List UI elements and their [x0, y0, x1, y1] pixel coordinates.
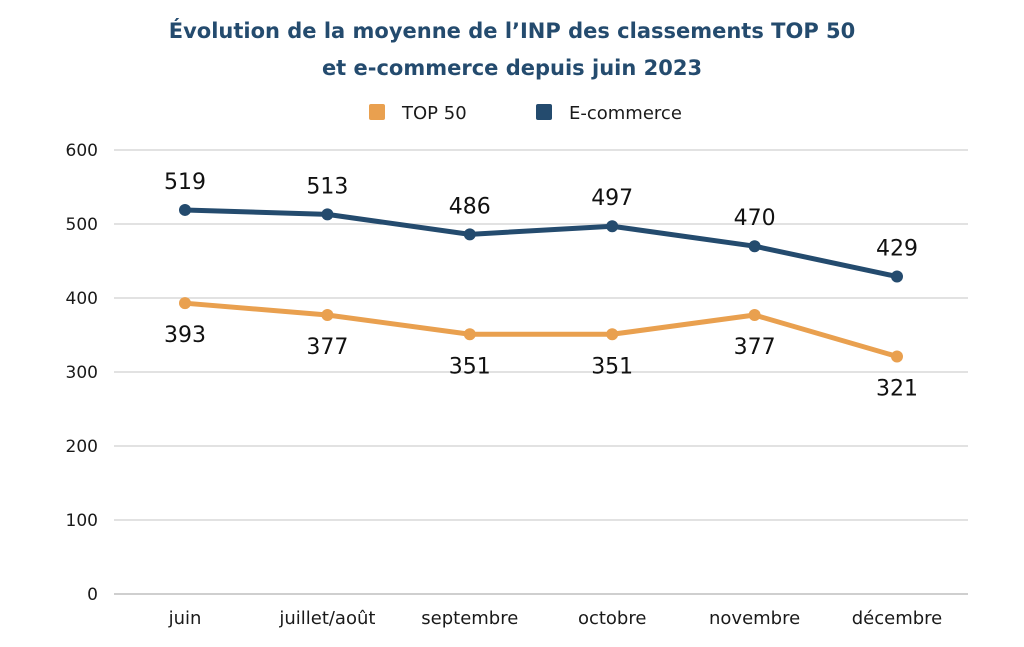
chart-title-line-1: Évolution de la moyenne de l’INP des cla…	[169, 18, 856, 43]
x-tick-label: juin	[168, 608, 202, 629]
data-point-top-50	[179, 297, 191, 310]
legend-swatch-ecommerce	[536, 104, 552, 120]
data-point-e-commerce	[606, 220, 619, 233]
x-tick-label: septembre	[421, 608, 518, 629]
data-point-e-commerce	[891, 270, 903, 283]
y-tick-label: 400	[66, 289, 98, 309]
data-label-top-50: 321	[876, 376, 918, 401]
data-label-e-commerce: 519	[164, 170, 206, 195]
y-tick-label: 600	[66, 141, 98, 161]
chart-title-line-2: et e-commerce depuis juin 2023	[322, 56, 702, 80]
legend-label-top50: TOP 50	[401, 103, 467, 124]
data-point-e-commerce	[321, 208, 334, 221]
data-point-top-50	[891, 350, 903, 363]
data-point-top-50	[321, 309, 334, 322]
data-label-e-commerce: 429	[876, 237, 918, 262]
data-point-top-50	[463, 328, 476, 341]
legend: TOP 50 E-commerce	[369, 103, 682, 124]
data-label-e-commerce: 513	[306, 174, 348, 199]
legend-label-ecommerce: E-commerce	[569, 103, 682, 124]
x-tick-label: novembre	[709, 608, 800, 629]
data-label-top-50: 351	[591, 354, 633, 379]
data-point-top-50	[606, 328, 619, 341]
series-line-top-50	[182, 300, 900, 359]
data-label-top-50: 377	[306, 335, 348, 360]
y-tick-label: 100	[66, 511, 98, 531]
series-line-e-commerce	[182, 207, 900, 280]
y-tick-label: 200	[66, 437, 98, 457]
y-tick-label: 500	[66, 215, 98, 235]
data-label-e-commerce: 470	[734, 206, 776, 231]
data-label-e-commerce: 486	[449, 194, 491, 219]
plot-area: 0 100 200 300 400 500 600 juin juillet/août septe…	[66, 141, 968, 629]
data-label-e-commerce: 497	[591, 186, 633, 211]
y-tick-label: 300	[66, 363, 98, 383]
legend-swatch-top50	[369, 104, 385, 120]
data-point-e-commerce	[463, 228, 476, 241]
y-tick-label: 0	[87, 585, 98, 605]
x-tick-label: décembre	[852, 608, 943, 629]
data-label-top-50: 377	[734, 335, 776, 360]
data-label-top-50: 393	[164, 323, 206, 348]
data-point-top-50	[748, 309, 761, 322]
data-label-top-50: 351	[449, 354, 491, 379]
x-tick-label: octobre	[578, 608, 646, 629]
x-tick-label: juillet/août	[278, 608, 375, 629]
data-point-e-commerce	[748, 240, 761, 253]
data-point-e-commerce	[179, 203, 191, 216]
